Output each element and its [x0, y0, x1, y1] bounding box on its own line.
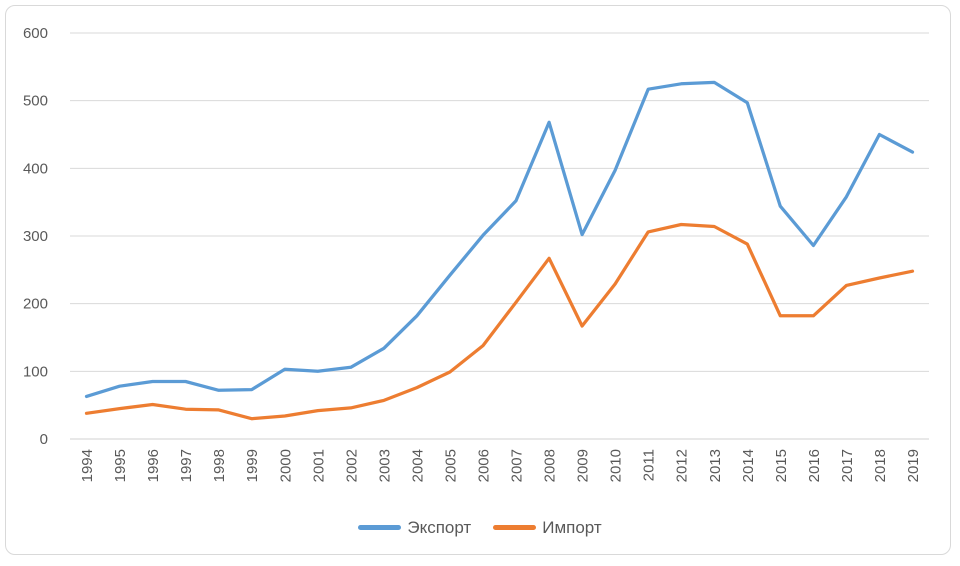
export-line — [84, 80, 915, 399]
legend: Экспорт Импорт — [0, 513, 960, 541]
x-tick-label: 2006 — [475, 449, 492, 482]
import-series-label: Импорт — [542, 517, 602, 537]
y-tick-label: 600 — [23, 25, 48, 42]
x-tick-label: 2014 — [740, 449, 757, 482]
y-tick-label: 0 — [40, 431, 48, 448]
legend-item-export: Экспорт — [358, 519, 471, 536]
x-tick-label: 2008 — [542, 449, 559, 482]
x-tick-label: 2011 — [641, 449, 658, 481]
x-tick-label: 1999 — [244, 449, 261, 482]
x-tick-label: 1997 — [178, 449, 195, 482]
x-tick-label: 1998 — [211, 449, 228, 482]
x-tick-label: 2013 — [707, 449, 724, 482]
x-tick-label: 2017 — [839, 449, 856, 482]
x-tick-label: 2007 — [509, 449, 526, 482]
y-tick-label: 400 — [23, 160, 48, 177]
legend-item-import: Импорт — [493, 517, 602, 537]
x-tick-label: 2005 — [442, 449, 459, 482]
import-series-swatch — [493, 524, 537, 530]
x-tick-label: 2004 — [409, 449, 426, 482]
y-tick-label: 200 — [23, 296, 48, 313]
x-tick-label: 2010 — [608, 449, 625, 482]
x-tick-label: 2002 — [343, 449, 360, 482]
x-tick-label: 2019 — [905, 449, 922, 482]
y-tick-label: 500 — [23, 93, 48, 110]
x-tick-label: 2009 — [575, 449, 592, 482]
import-line — [84, 222, 915, 421]
export-series-label: Экспорт — [407, 517, 472, 537]
x-tick-label: 2001 — [310, 449, 327, 482]
export-series-swatch — [358, 524, 402, 530]
x-tick-label: 2003 — [376, 449, 393, 482]
x-tick-label: 2012 — [674, 449, 691, 482]
chart-frame — [5, 5, 951, 555]
x-tick-label: 2016 — [806, 449, 823, 482]
x-tick-label: 1994 — [79, 449, 96, 482]
x-tick-label: 2018 — [872, 449, 889, 482]
x-tick-label: 2015 — [773, 449, 790, 482]
x-tick-label: 1995 — [112, 449, 129, 482]
x-tick-label: 1996 — [145, 449, 162, 482]
x-tick-label: 2000 — [277, 449, 294, 482]
y-tick-label: 100 — [23, 363, 48, 380]
y-tick-label: 300 — [23, 228, 48, 245]
